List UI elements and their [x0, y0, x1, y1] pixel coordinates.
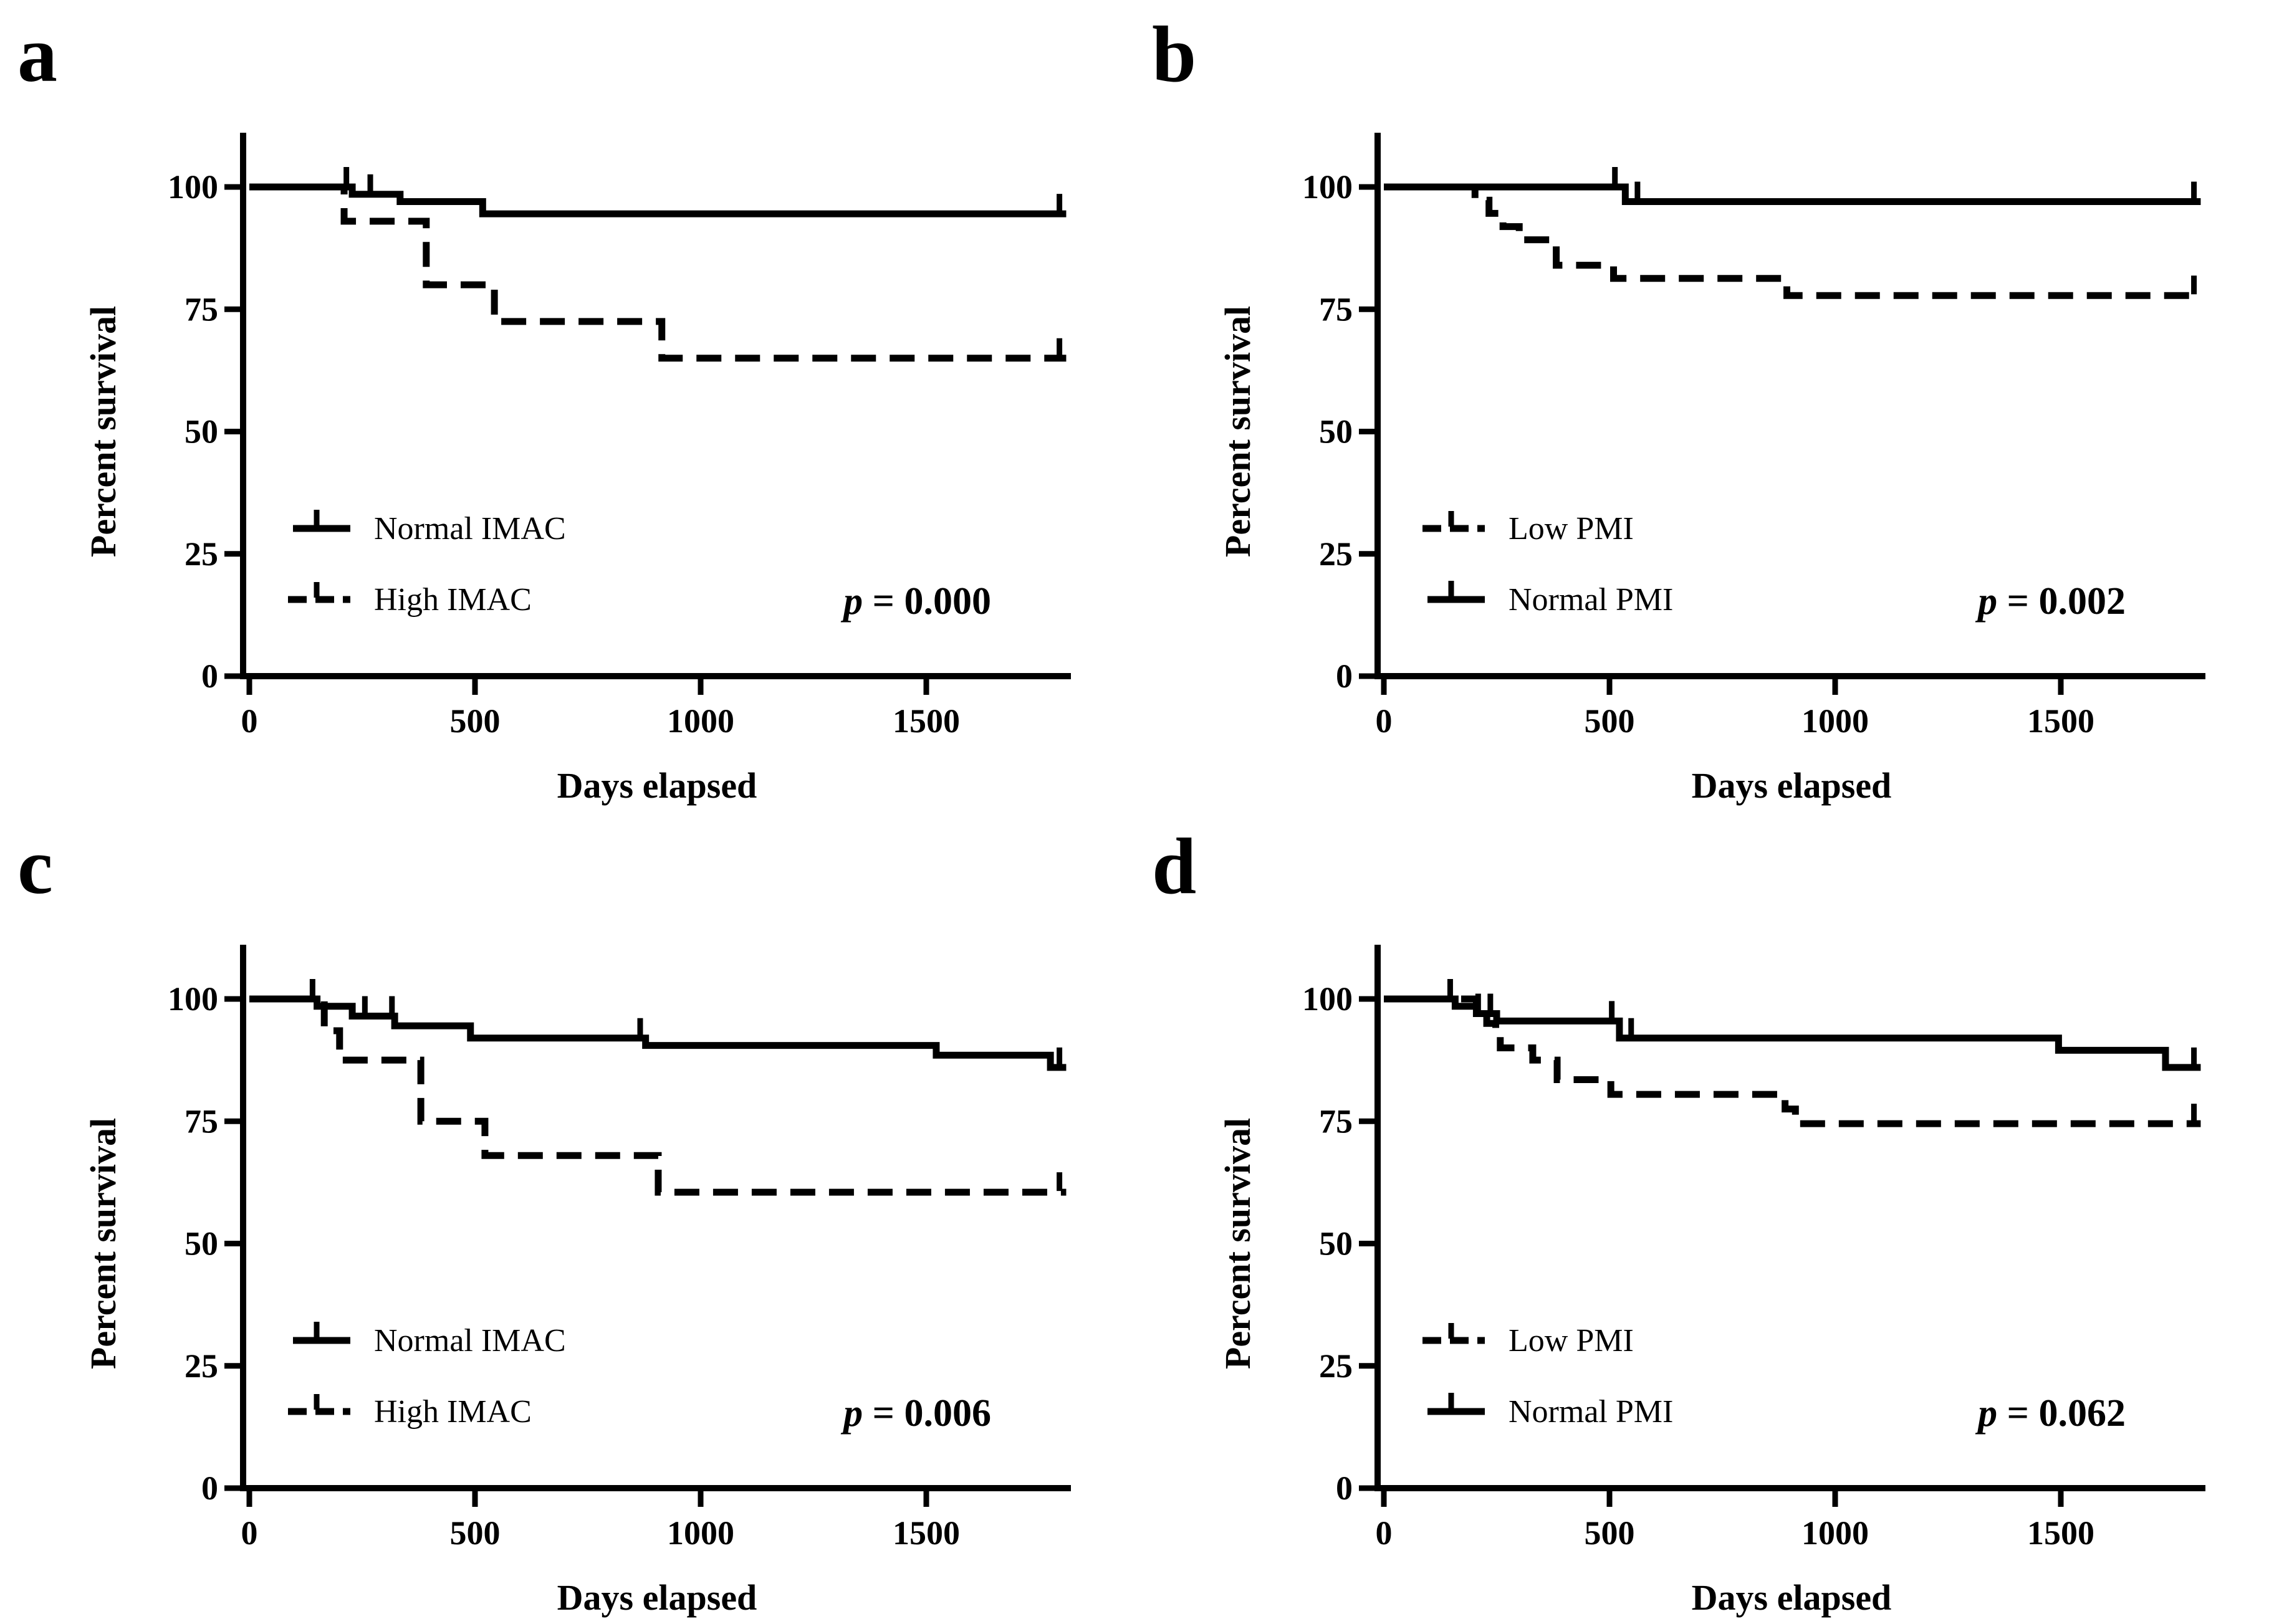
x-tick-label: 1000 — [667, 702, 734, 740]
legend-d: Low PMI Normal PMI — [1422, 1323, 1673, 1430]
x-tick-label: 1500 — [2027, 702, 2094, 740]
legend-label: Low PMI — [1509, 511, 1634, 547]
y-tick-label: 25 — [185, 1347, 218, 1385]
km-curve-high-imac — [249, 183, 1067, 362]
panel-letter-d: d — [1152, 822, 1196, 910]
km-curve-low-pmi — [1384, 183, 2201, 299]
panel-a-container: a 0 25 50 75 100 0 500 1000 1500 Days elapsed Perce… — [0, 0, 1134, 812]
y-tick-label: 50 — [1319, 1225, 1353, 1263]
y-tick-label: 0 — [1336, 657, 1353, 695]
y-tick-label: 0 — [201, 1469, 218, 1507]
x-tick-label: 1500 — [893, 1514, 960, 1552]
y-tick-label: 25 — [1319, 535, 1353, 573]
y-tick-label: 0 — [201, 657, 218, 695]
legend-label: Normal IMAC — [374, 511, 566, 547]
x-tick-label: 0 — [1376, 702, 1393, 740]
y-tick-label: 0 — [1336, 1469, 1353, 1507]
p-value-label: p = 0.006 — [840, 1392, 991, 1435]
legend-label: High IMAC — [374, 582, 532, 618]
legend-label: Low PMI — [1509, 1323, 1634, 1359]
y-tick-label: 100 — [1302, 168, 1353, 206]
x-tick-label: 0 — [241, 1514, 258, 1552]
panel-letter-b: b — [1152, 10, 1196, 98]
x-axis-title: Days elapsed — [557, 765, 757, 806]
y-axis-title: Percent survival — [1217, 1118, 1258, 1369]
p-value-label: p = 0.000 — [840, 580, 991, 623]
legend-b: Low PMI Normal PMI — [1422, 511, 1673, 618]
legend-label: Normal PMI — [1509, 1394, 1673, 1430]
y-tick-label: 75 — [1319, 290, 1353, 328]
y-tick-label: 75 — [185, 1102, 218, 1140]
km-curve-high-imac — [249, 995, 1067, 1196]
x-tick-label: 500 — [450, 702, 501, 740]
km-curve-normal-imac — [249, 995, 1067, 1071]
x-tick-label: 1000 — [1801, 702, 1869, 740]
y-axis-title: Percent survival — [83, 1118, 123, 1369]
x-axis-title: Days elapsed — [1692, 1577, 1892, 1618]
panel-letter-c: c — [17, 822, 53, 910]
legend-label: Normal IMAC — [374, 1323, 566, 1359]
y-axis-title: Percent survival — [1217, 306, 1258, 557]
x-tick-label: 0 — [1376, 1514, 1393, 1552]
x-tick-label: 1000 — [667, 1514, 734, 1552]
y-tick-label: 50 — [185, 1225, 218, 1263]
km-curve-low-pmi — [1384, 995, 2201, 1127]
y-tick-label: 75 — [1319, 1102, 1353, 1140]
panel-b-container: b 0 25 50 75 100 0 500 1000 1500 Days elapsed Perce… — [1134, 0, 2269, 812]
panel-c-container: c 0 25 50 75 100 0 500 1000 1500 Days elapsed Perce… — [0, 812, 1134, 1624]
x-tick-label: 1000 — [1801, 1514, 1869, 1552]
y-tick-label: 100 — [168, 980, 218, 1018]
y-tick-label: 25 — [1319, 1347, 1353, 1385]
panel-d-container: d 0 25 50 75 100 0 500 1000 1500 Days elapsed Perce… — [1134, 812, 2269, 1624]
y-tick-label: 50 — [1319, 413, 1353, 451]
y-tick-label: 50 — [185, 413, 218, 451]
legend-label: High IMAC — [374, 1394, 532, 1430]
y-tick-label: 75 — [185, 290, 218, 328]
x-tick-label: 500 — [1585, 1514, 1635, 1552]
x-axis-title: Days elapsed — [557, 1577, 757, 1618]
panel-letter-a: a — [17, 10, 57, 98]
legend-a: Normal IMAC High IMAC — [288, 510, 566, 618]
p-value-label: p = 0.062 — [1975, 1392, 2126, 1435]
y-tick-label: 100 — [168, 168, 218, 206]
km-curve-normal-imac — [249, 183, 1067, 217]
x-tick-label: 0 — [241, 702, 258, 740]
x-tick-label: 1500 — [2027, 1514, 2094, 1552]
x-axis-title: Days elapsed — [1692, 765, 1892, 806]
p-value-label: p = 0.002 — [1975, 580, 2126, 623]
km-curve-normal-pmi — [1384, 183, 2201, 206]
x-tick-label: 500 — [450, 1514, 501, 1552]
y-axis-title: Percent survival — [83, 306, 123, 557]
legend-c: Normal IMAC High IMAC — [288, 1322, 566, 1430]
x-tick-label: 1500 — [893, 702, 960, 740]
km-curve-normal-pmi — [1384, 995, 2201, 1071]
y-tick-label: 100 — [1302, 980, 1353, 1018]
x-tick-label: 500 — [1585, 702, 1635, 740]
legend-label: Normal PMI — [1509, 582, 1673, 618]
y-tick-label: 25 — [185, 535, 218, 573]
